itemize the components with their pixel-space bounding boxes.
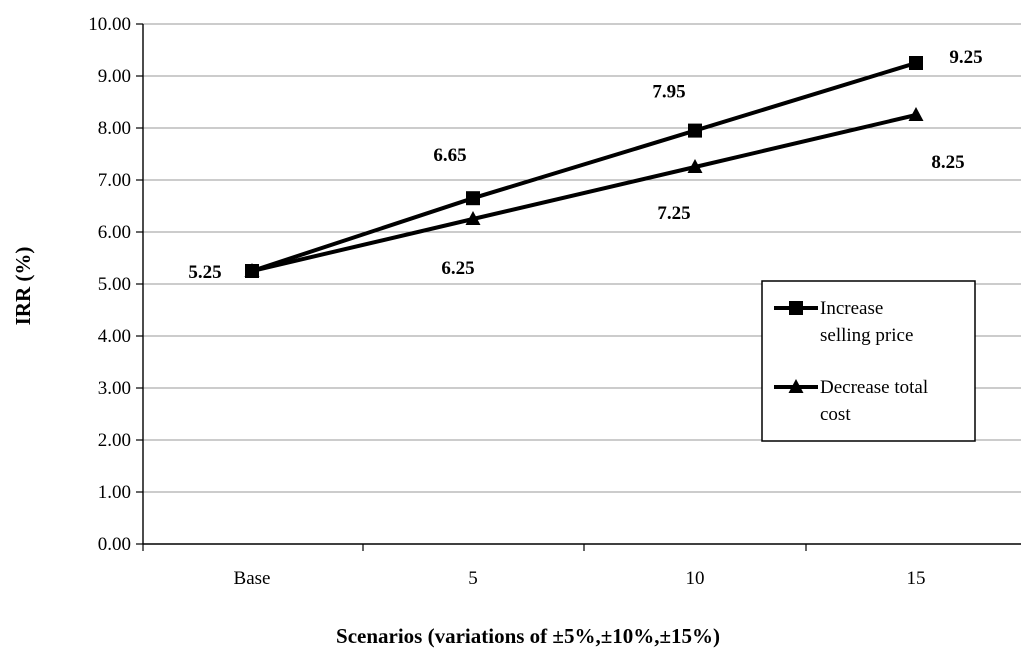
data-label: 6.65 — [433, 145, 466, 166]
legend: Increase selling price Decrease total cost — [761, 280, 976, 442]
y-tick-labels: 0.00 1.00 2.00 3.00 4.00 5.00 6.00 7.00 8.00 9.00… — [88, 14, 131, 555]
y-tick-label: 10.00 — [88, 14, 131, 35]
data-labels: 5.25 6.65 7.95 9.25 6.25 7.25 8.25 — [188, 47, 982, 283]
x-tick-label: 10 — [686, 568, 705, 589]
y-tick-label: 9.00 — [98, 66, 131, 87]
legend-label: cost — [820, 404, 851, 425]
data-label: 9.25 — [949, 47, 982, 68]
x-tick-label: 15 — [907, 568, 926, 589]
legend-label: Increase — [820, 298, 883, 319]
triangle-marker — [687, 159, 703, 173]
square-marker — [688, 123, 702, 138]
data-label: 7.25 — [657, 203, 690, 224]
y-tick-label: 1.00 — [98, 482, 131, 503]
data-label: 6.25 — [441, 258, 474, 279]
y-tick-label: 5.00 — [98, 274, 131, 295]
y-tick-label: 8.00 — [98, 118, 131, 139]
legend-label: Decrease total — [820, 377, 928, 398]
axes — [136, 23, 1021, 551]
triangle-marker — [244, 263, 260, 277]
data-label: 7.95 — [652, 82, 685, 103]
data-label: 8.25 — [931, 152, 964, 173]
gridlines — [143, 23, 1021, 493]
x-tick-label: Base — [234, 568, 271, 589]
y-axis-title: IRR (%) — [11, 247, 35, 326]
y-tick-label: 0.00 — [98, 534, 131, 555]
triangle-marker — [908, 107, 924, 121]
square-marker — [789, 301, 803, 315]
series-line-decrease-total-cost — [251, 113, 917, 273]
series-line-increase-selling-price — [251, 61, 917, 273]
y-tick-label: 2.00 — [98, 430, 131, 451]
legend-label: selling price — [820, 325, 913, 346]
x-axis-title: Scenarios (variations of ±5%,±10%,±15%) — [336, 624, 720, 648]
y-tick-label: 6.00 — [98, 222, 131, 243]
square-marker — [466, 191, 480, 206]
triangle-marker — [465, 211, 481, 225]
triangle-marker — [788, 379, 804, 393]
series-lines — [244, 56, 924, 278]
y-tick-label: 4.00 — [98, 326, 131, 347]
data-label: 5.25 — [188, 262, 221, 283]
y-tick-label: 3.00 — [98, 378, 131, 399]
x-tick-label: 5 — [468, 568, 478, 589]
square-marker — [909, 56, 923, 70]
y-tick-label: 7.00 — [98, 170, 131, 191]
x-tick-labels: Base 5 10 15 — [234, 568, 926, 589]
